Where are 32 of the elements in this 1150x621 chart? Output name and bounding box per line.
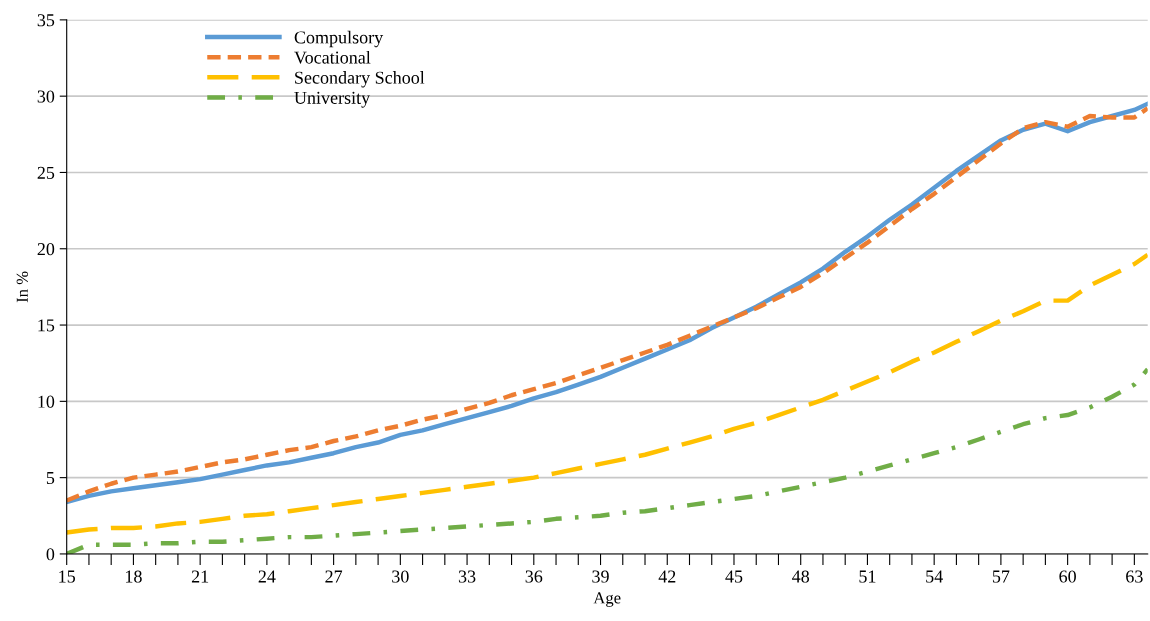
x-tick-label: 51 — [859, 570, 876, 583]
y-tick-label: 15 — [38, 319, 55, 332]
x-tick-label: 63 — [1126, 570, 1143, 583]
x-tick-label: 57 — [992, 570, 1010, 583]
x-tick-label: 42 — [658, 570, 676, 583]
x-tick-label: 27 — [325, 570, 343, 583]
x-tick-label: 54 — [926, 570, 943, 583]
y-tick-label: 30 — [37, 90, 55, 103]
y-tick-label: 5 — [46, 472, 55, 485]
x-tick-label: 33 — [458, 570, 476, 583]
legend-label: Vocational — [294, 50, 371, 64]
x-axis-title: Age — [593, 592, 621, 607]
legend-label: Secondary School — [295, 71, 425, 88]
x-tick-label: 18 — [125, 570, 142, 583]
y-tick-label: 35 — [37, 14, 55, 27]
y-tick-label: 10 — [38, 395, 55, 408]
x-tick-label: 30 — [392, 570, 409, 583]
legend-label: University — [294, 91, 371, 108]
legend-label: Compulsory — [294, 30, 384, 48]
y-tick-label: 0 — [46, 548, 55, 561]
x-tick-label: 21 — [191, 570, 209, 583]
y-tick-label: 25 — [37, 166, 55, 179]
x-tick-label: 60 — [1059, 570, 1076, 583]
x-tick-label: 24 — [258, 570, 276, 583]
y-axis-title: In % — [16, 271, 28, 303]
x-tick-label: 36 — [525, 570, 543, 583]
x-tick-label: 48 — [792, 570, 810, 583]
line-series — [66, 252, 1148, 535]
x-tick-label: 39 — [592, 570, 609, 583]
x-tick-label: 15 — [59, 570, 76, 583]
y-tick-label: 20 — [37, 243, 55, 256]
x-tick-label: 45 — [725, 570, 743, 583]
